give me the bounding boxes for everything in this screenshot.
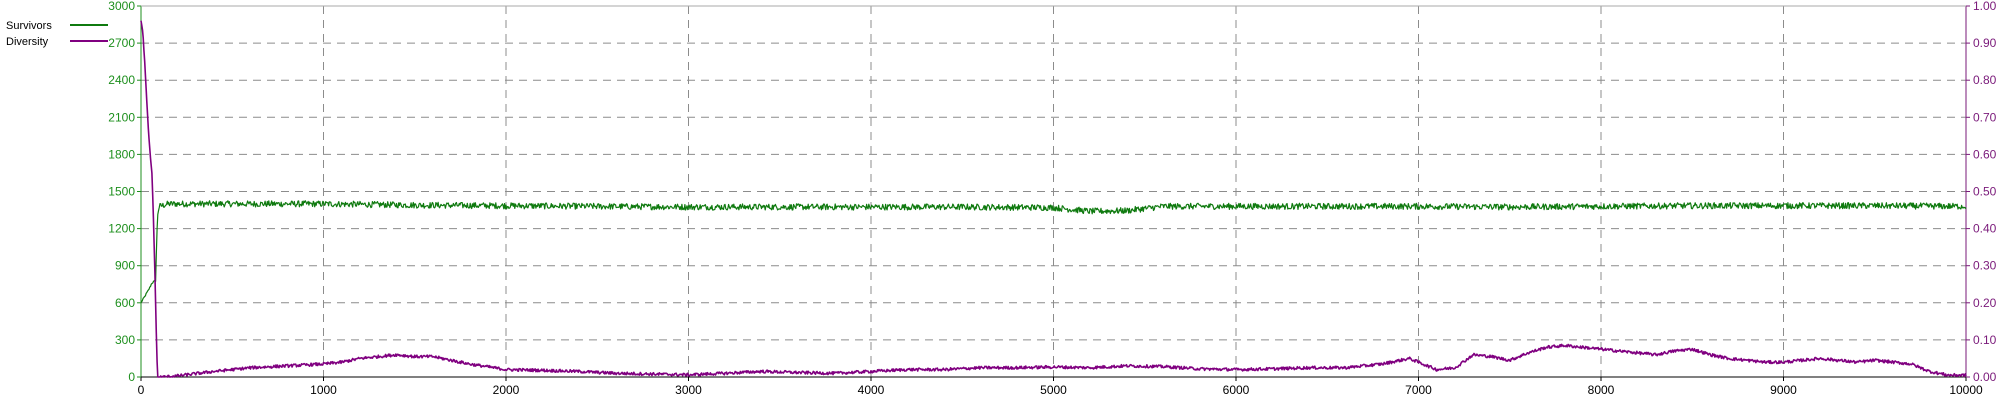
- x-tick-label: 2000: [493, 383, 520, 397]
- y-left-tick-label: 1500: [108, 185, 135, 199]
- x-tick-label: 8000: [1588, 383, 1615, 397]
- x-tick-label: 9000: [1770, 383, 1797, 397]
- y-right-tick-label: 0.70: [1973, 110, 1997, 124]
- y-right-tick-label: 0.50: [1973, 185, 1997, 199]
- x-tick-label: 10000: [1949, 383, 1983, 397]
- x-tick-label: 6000: [1223, 383, 1250, 397]
- y-right-tick-label: 0.40: [1973, 222, 1997, 236]
- y-right-tick-label: 0.90: [1973, 36, 1997, 50]
- legend-label-survivors: Survivors: [6, 20, 52, 32]
- y-right-tick-label: 0.80: [1973, 73, 1997, 87]
- legend-label-diversity: Diversity: [6, 36, 49, 48]
- x-tick-label: 4000: [858, 383, 885, 397]
- series-line-diversity: [140, 20, 1967, 378]
- series-line-survivors: [140, 200, 1967, 303]
- y-right-tick-label: 0.10: [1973, 333, 1997, 347]
- y-right-tick-label: 0.00: [1973, 370, 1997, 384]
- x-tick-label: 7000: [1405, 383, 1432, 397]
- x-tick-label: 3000: [675, 383, 702, 397]
- y-left-tick-label: 2100: [108, 110, 135, 124]
- y-left-tick-label: 1800: [108, 147, 135, 161]
- series: [140, 20, 1967, 378]
- y-left-tick-label: 3000: [108, 0, 135, 13]
- y-left-tick-label: 1200: [108, 222, 135, 236]
- grid: [141, 6, 1966, 377]
- y-right-tick-label: 0.30: [1973, 259, 1997, 273]
- axes: [137, 5, 1970, 381]
- legend: Survivors Diversity: [6, 20, 108, 48]
- y-left-tick-label: 2700: [108, 36, 135, 50]
- y-right-tick-label: 0.60: [1973, 147, 1997, 161]
- y-right-tick-label: 0.20: [1973, 296, 1997, 310]
- x-tick-label: 1000: [310, 383, 337, 397]
- tick-labels: 0 1000 2000 3000 4000 5000 6000 7000 8000 9000 100…: [108, 0, 1996, 397]
- y-left-tick-label: 900: [115, 259, 135, 273]
- y-left-tick-label: 300: [115, 333, 135, 347]
- x-tick-label: 0: [138, 383, 145, 397]
- y-left-tick-label: 0: [128, 370, 135, 384]
- x-tick-label: 5000: [1040, 383, 1067, 397]
- y-left-tick-label: 2400: [108, 73, 135, 87]
- y-right-tick-label: 1.00: [1973, 0, 1997, 13]
- y-left-tick-label: 600: [115, 296, 135, 310]
